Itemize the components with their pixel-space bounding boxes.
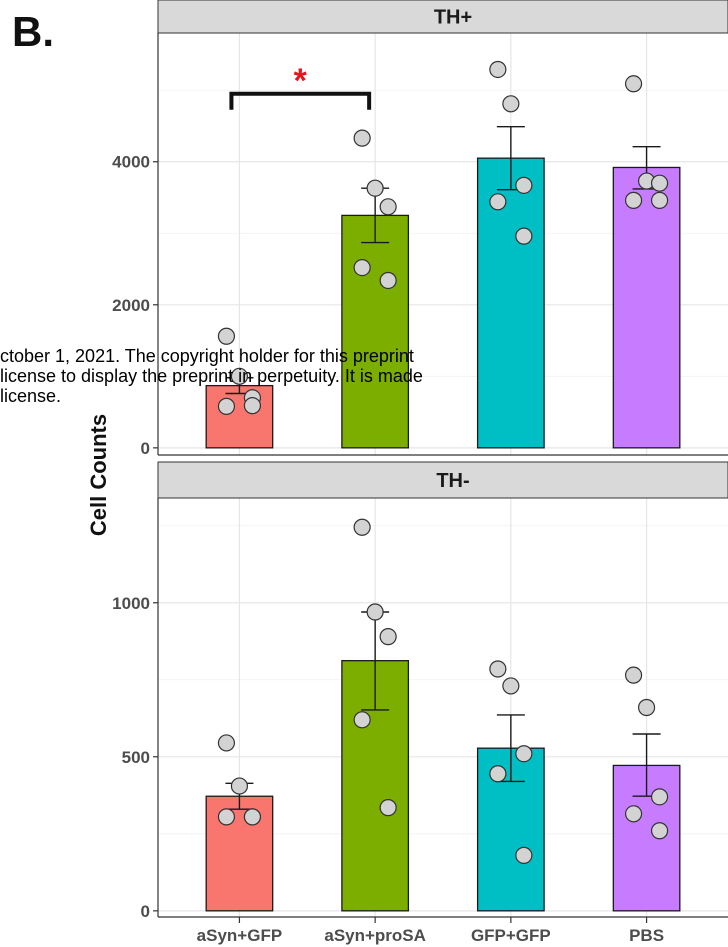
bar [476, 157, 545, 449]
y-tick-label: 500 [122, 748, 150, 767]
data-point [515, 227, 533, 245]
y-tick-label: 0 [141, 902, 150, 921]
data-point [366, 603, 384, 621]
data-point [502, 95, 520, 113]
data-point [489, 765, 507, 783]
bar [341, 214, 410, 449]
y-tick-label: 1000 [112, 594, 150, 613]
data-point [515, 745, 533, 763]
data-point [624, 191, 643, 209]
facet-panel: 0 500 1000 TH- [112, 461, 728, 921]
significance-label: * [294, 62, 308, 100]
data-point [650, 191, 669, 209]
x-tick-label: PBS [629, 926, 664, 945]
data-point [515, 846, 533, 864]
data-point [217, 327, 236, 345]
data-point [515, 176, 533, 194]
data-point [379, 799, 397, 817]
bar [612, 166, 681, 449]
data-point [624, 666, 643, 684]
data-point [353, 129, 371, 147]
data-point [637, 698, 656, 717]
facet-strip [157, 0, 728, 34]
data-point [650, 174, 669, 192]
data-point [624, 805, 643, 823]
bar [205, 384, 274, 449]
data-point [230, 777, 249, 795]
data-point [353, 711, 371, 729]
data-point [230, 367, 249, 385]
data-point [243, 808, 262, 826]
data-point [353, 259, 371, 277]
significance-bracket [229, 91, 372, 110]
watermark-line-1: ctober 1, 2021. The copyright holder for… [0, 346, 414, 366]
x-tick-label: GFP+GFP [471, 926, 551, 945]
y-tick-label: 4000 [112, 153, 150, 172]
y-axis-title: Cell Counts [86, 414, 111, 536]
bar [205, 795, 274, 912]
data-point [243, 397, 262, 415]
data-point [650, 788, 669, 806]
data-point [650, 822, 669, 840]
data-point [489, 660, 507, 678]
panel-label: B. [12, 8, 54, 55]
data-point [379, 271, 397, 290]
data-point [489, 193, 507, 211]
data-point [379, 198, 397, 216]
data-point [624, 75, 643, 93]
data-point [379, 628, 397, 646]
data-point [366, 179, 384, 197]
data-point [217, 397, 236, 415]
facet-title: TH+ [434, 7, 472, 29]
data-point [502, 677, 520, 695]
watermark-link: license. [0, 386, 62, 406]
facet-title: TH- [436, 470, 469, 492]
x-tick-label: aSyn+proSA [324, 926, 426, 945]
data-point [353, 518, 371, 536]
data-point [217, 808, 236, 826]
data-point [489, 60, 507, 79]
data-point [217, 734, 236, 752]
y-tick-label: 0 [141, 439, 150, 458]
x-tick-label: aSyn+GFP [197, 926, 283, 945]
facet-strip [157, 461, 728, 499]
y-tick-label: 2000 [112, 296, 150, 315]
facet-panel: 0 2000 4000 TH+ * [112, 0, 728, 458]
watermark-line-2: license to display the preprint in perpe… [0, 366, 423, 386]
